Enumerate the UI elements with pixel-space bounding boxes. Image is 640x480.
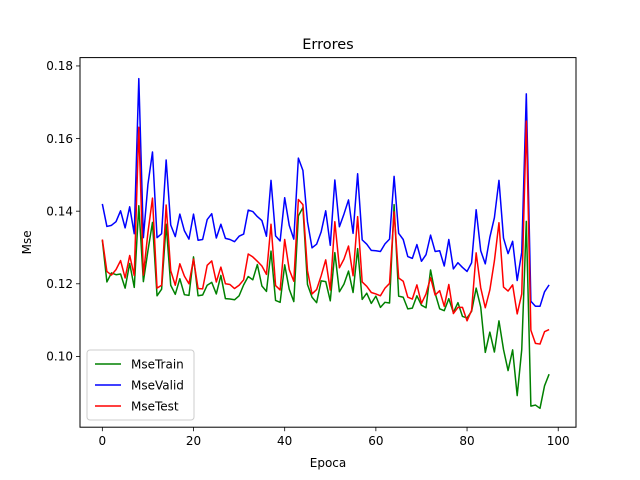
y-axis-ticks: 0.10 0.12 0.14 0.16 0.18 bbox=[46, 59, 80, 364]
y-tick-label: 0.16 bbox=[46, 132, 73, 146]
series-line-msevalid bbox=[101, 77, 550, 308]
series-line-msetest bbox=[101, 120, 550, 345]
x-tick-label: 40 bbox=[277, 434, 292, 448]
y-tick-label: 0.12 bbox=[46, 277, 73, 291]
legend-label-msetest: MseTest bbox=[131, 400, 179, 414]
y-tick-label: 0.10 bbox=[46, 350, 73, 364]
y-tick-label: 0.14 bbox=[46, 204, 73, 218]
x-tick-label: 100 bbox=[547, 434, 570, 448]
axes-frame bbox=[79, 57, 577, 428]
x-axis-ticks: 0 20 40 60 80 100 bbox=[99, 427, 570, 448]
y-tick-label: 0.18 bbox=[46, 59, 73, 73]
legend-label-msevalid: MseValid bbox=[131, 379, 184, 393]
x-tick-label: 60 bbox=[368, 434, 383, 448]
y-axis-label: Mse bbox=[20, 230, 34, 254]
legend-label-msetrain: MseTrain bbox=[131, 358, 184, 372]
chart-title: Errores bbox=[302, 37, 354, 53]
legend-box bbox=[86, 349, 195, 421]
x-tick-label: 0 bbox=[99, 434, 107, 448]
series-line-msetrain bbox=[101, 203, 550, 410]
x-axis-label: Epoca bbox=[310, 456, 347, 470]
plot-lines bbox=[101, 77, 550, 410]
x-tick-label: 20 bbox=[186, 434, 201, 448]
x-tick-label: 80 bbox=[459, 434, 474, 448]
legend: MseTrain MseValid MseTest bbox=[86, 349, 195, 421]
